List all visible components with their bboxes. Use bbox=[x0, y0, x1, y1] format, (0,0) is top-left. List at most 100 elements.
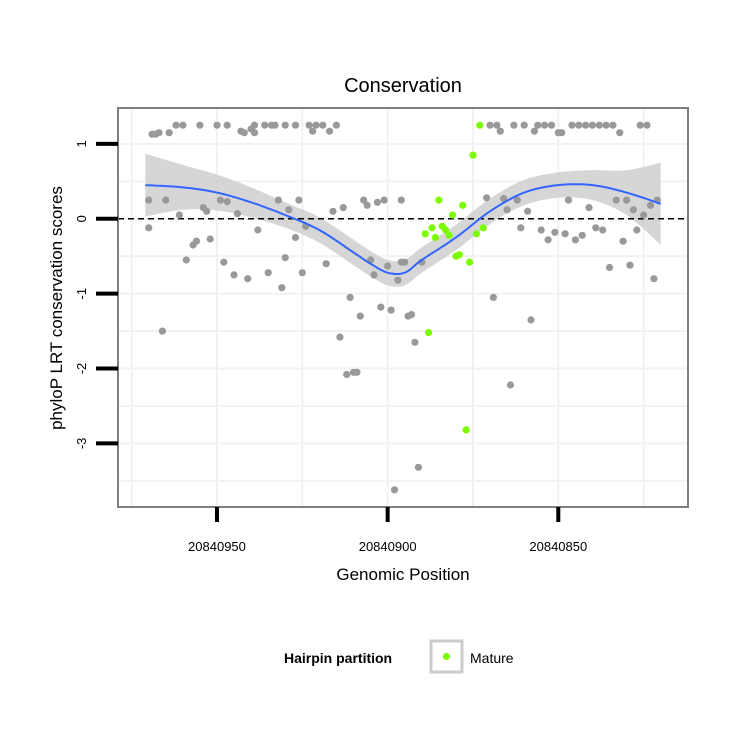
point-other bbox=[643, 121, 651, 129]
point-other bbox=[571, 236, 580, 244]
point-other bbox=[322, 260, 330, 268]
point-other bbox=[489, 293, 497, 301]
point-other bbox=[626, 261, 634, 269]
point-other bbox=[155, 129, 163, 137]
point-other bbox=[343, 370, 351, 379]
point-other bbox=[592, 224, 600, 232]
point-mature bbox=[448, 211, 457, 219]
point-other bbox=[285, 206, 293, 214]
point-other bbox=[254, 226, 262, 234]
point-other bbox=[496, 127, 504, 135]
point-other bbox=[370, 271, 378, 279]
y-tick-label: -3 bbox=[74, 438, 89, 450]
point-other bbox=[346, 293, 354, 301]
x-tick-label: 20840900 bbox=[359, 539, 417, 554]
point-mature bbox=[472, 230, 480, 238]
point-other bbox=[483, 194, 491, 202]
point-other bbox=[629, 206, 638, 214]
point-other bbox=[503, 206, 511, 214]
point-other bbox=[216, 196, 224, 204]
point-other bbox=[206, 235, 214, 243]
point-other bbox=[250, 129, 259, 137]
point-other bbox=[530, 127, 539, 135]
legend-title: Hairpin partition bbox=[284, 650, 392, 666]
point-other bbox=[544, 236, 552, 244]
point-other bbox=[623, 196, 631, 204]
point-mature bbox=[421, 230, 429, 238]
point-other bbox=[520, 121, 528, 129]
point-other bbox=[162, 196, 170, 204]
chart-title: Conservation bbox=[344, 75, 462, 97]
point-mature bbox=[479, 224, 487, 232]
point-other bbox=[158, 327, 166, 335]
point-other bbox=[612, 196, 620, 204]
point-other bbox=[513, 196, 521, 204]
point-other bbox=[281, 121, 289, 129]
point-other bbox=[510, 121, 518, 129]
point-other bbox=[390, 486, 399, 494]
point-other bbox=[244, 275, 252, 283]
point-other bbox=[558, 129, 566, 137]
point-other bbox=[192, 237, 201, 245]
point-mature bbox=[466, 258, 474, 266]
point-other bbox=[414, 463, 422, 471]
point-other bbox=[616, 129, 624, 137]
legend: Hairpin partition Mature bbox=[284, 639, 514, 674]
y-tick-label: 1 bbox=[74, 140, 89, 147]
point-other bbox=[585, 204, 593, 212]
point-mature bbox=[459, 201, 467, 209]
point-other bbox=[524, 207, 532, 215]
point-other bbox=[250, 121, 259, 129]
point-other bbox=[326, 127, 334, 135]
point-other bbox=[278, 284, 286, 292]
point-other bbox=[230, 271, 238, 279]
point-other bbox=[377, 303, 385, 311]
point-other bbox=[500, 195, 508, 203]
y-tick-label: -2 bbox=[74, 363, 89, 375]
point-mature bbox=[445, 231, 453, 239]
point-other bbox=[172, 121, 180, 129]
point-other bbox=[633, 226, 641, 234]
point-other bbox=[145, 196, 153, 204]
plot-panel-border bbox=[117, 107, 689, 508]
point-other bbox=[196, 121, 204, 129]
point-other bbox=[179, 121, 187, 129]
point-other bbox=[213, 121, 221, 129]
ribbon-layer bbox=[145, 153, 661, 287]
x-axis: 20840950 20840900 20840850 bbox=[188, 507, 587, 554]
point-other bbox=[640, 211, 648, 219]
y-tick-label: 0 bbox=[74, 215, 89, 222]
point-other bbox=[605, 263, 614, 272]
point-other bbox=[646, 201, 655, 209]
point-other bbox=[145, 224, 153, 232]
point-other bbox=[384, 262, 392, 270]
point-other bbox=[363, 201, 371, 209]
point-other bbox=[493, 121, 501, 129]
point-other bbox=[568, 121, 576, 129]
point-other bbox=[332, 121, 340, 129]
point-other bbox=[411, 338, 419, 346]
point-other bbox=[271, 121, 279, 129]
point-other bbox=[339, 204, 347, 212]
y-tick-label: -1 bbox=[74, 288, 89, 300]
x-tick-label: 20840850 bbox=[529, 539, 587, 554]
point-other bbox=[397, 196, 405, 204]
point-mature bbox=[428, 224, 436, 232]
point-other bbox=[233, 210, 242, 218]
point-other bbox=[551, 228, 559, 236]
point-mature bbox=[425, 329, 433, 337]
confidence-ribbon bbox=[145, 153, 661, 287]
point-other bbox=[595, 121, 603, 129]
y-axis: 1 0 -1 -2 -3 bbox=[74, 140, 118, 449]
point-other bbox=[602, 121, 610, 129]
point-other bbox=[291, 233, 300, 242]
legend-mature-dot bbox=[442, 652, 451, 661]
point-other bbox=[588, 121, 597, 129]
point-other bbox=[274, 196, 282, 204]
x-tick-label: 20840950 bbox=[188, 539, 246, 554]
point-other bbox=[506, 381, 515, 389]
point-other bbox=[175, 211, 183, 219]
point-other bbox=[541, 121, 549, 129]
point-other bbox=[561, 230, 569, 238]
